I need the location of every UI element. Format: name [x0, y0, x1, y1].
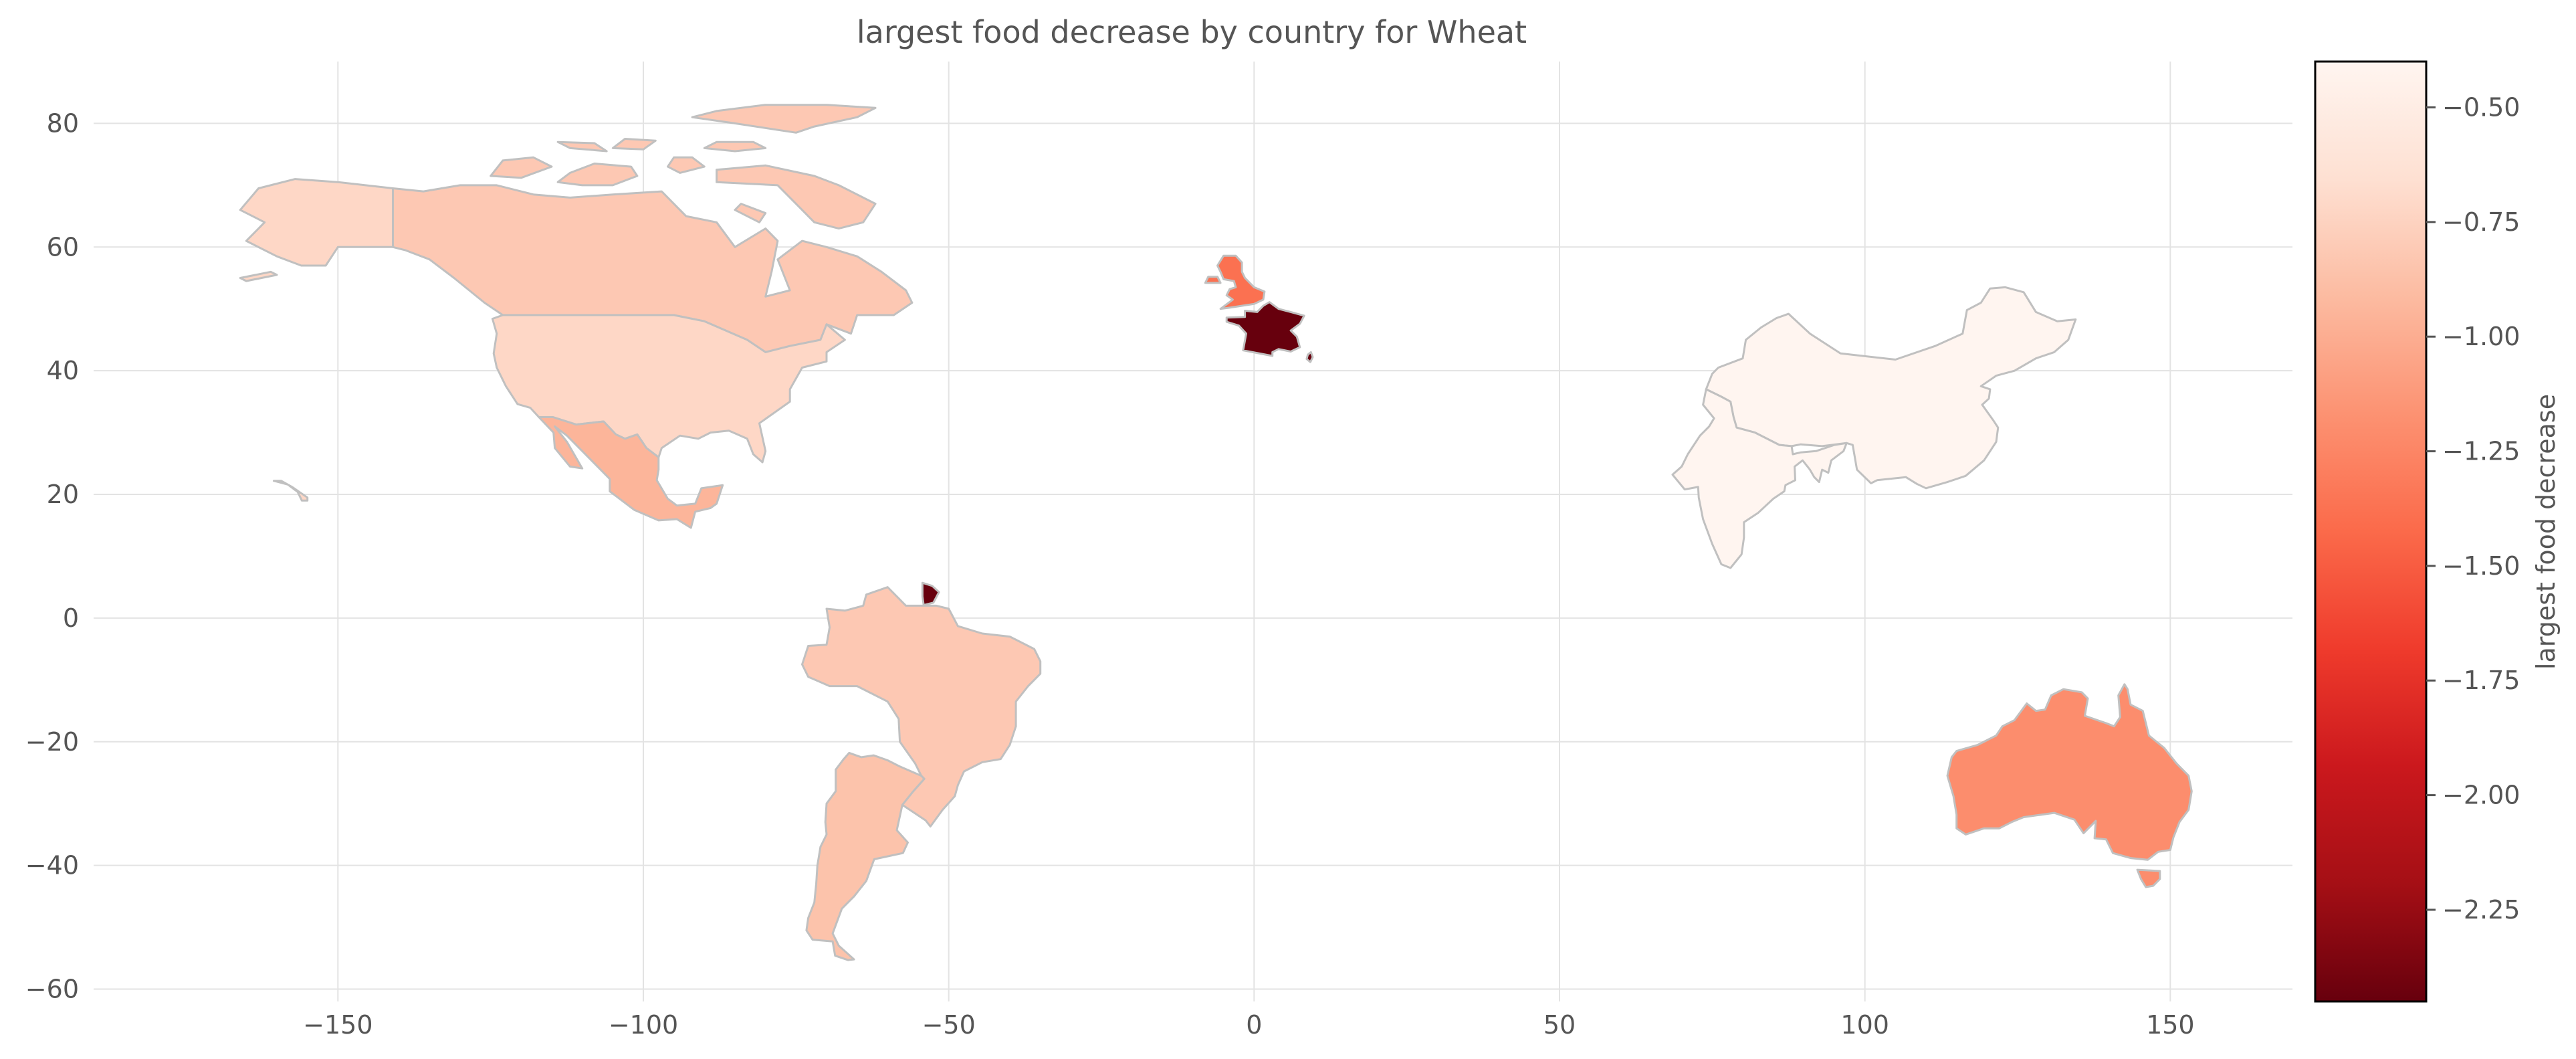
region-mexico	[538, 416, 724, 529]
region-canada-island	[556, 140, 608, 153]
y-tick-label: 40	[47, 356, 79, 385]
x-axis: −150 −100 −50 0 50 100 150	[303, 1010, 2194, 1040]
region-canada-island	[691, 104, 877, 134]
colorbar-tick-label: −0.50	[2442, 93, 2520, 122]
region-canada-island	[667, 156, 706, 174]
region-tasmania	[2136, 868, 2161, 888]
y-tick-label: −60	[25, 975, 79, 1004]
x-tick-label: −50	[922, 1010, 976, 1040]
colorbar-tick-label: −2.00	[2442, 781, 2520, 810]
region-alaska	[239, 178, 394, 282]
region-united-kingdom	[1204, 254, 1266, 310]
region-canada-island	[490, 156, 553, 179]
region-united-states	[491, 314, 846, 464]
x-tick-label: 100	[1840, 1010, 1889, 1040]
y-tick-label: −20	[25, 727, 79, 757]
y-tick-label: 20	[47, 480, 79, 509]
colorbar-frame	[2314, 60, 2428, 1003]
y-tick-label: 80	[47, 108, 79, 138]
x-tick-label: 150	[2146, 1010, 2195, 1040]
region-canada-island	[556, 163, 639, 187]
colorbar-tick-label: −1.00	[2442, 322, 2520, 351]
region-india	[1671, 388, 1848, 569]
colorbar-gradient	[2315, 62, 2426, 1001]
colorbar-ticks: −0.50 −0.75 −1.00 −1.25 −1.50 −1.75 −2.00 −2.25	[2426, 93, 2520, 925]
region-china	[1705, 286, 2077, 490]
y-tick-label: −40	[25, 851, 79, 880]
region-hawaii	[272, 480, 309, 502]
x-tick-label: −100	[609, 1010, 678, 1040]
y-tick-label: 60	[47, 232, 79, 262]
colorbar-tick-label: −1.75	[2442, 666, 2520, 695]
map-layer	[239, 104, 2193, 961]
region-brazil	[801, 586, 1042, 828]
region-french-guiana	[921, 581, 940, 606]
colorbar-tick-label: −0.75	[2442, 207, 2520, 237]
x-tick-label: 50	[1543, 1010, 1576, 1040]
y-axis: 80 60 40 20 0 −20 −40 −60	[25, 108, 79, 1003]
region-france	[1225, 301, 1305, 357]
region-canada-island	[716, 164, 877, 230]
region-australia	[1946, 683, 2193, 861]
region-canada-island	[734, 203, 767, 223]
region-corsica	[1305, 351, 1314, 363]
region-canada-island	[703, 140, 767, 153]
chart-title: largest food decrease by country for Whe…	[857, 14, 1527, 50]
region-canada-island	[611, 138, 657, 151]
colorbar: −0.50 −0.75 −1.00 −1.25 −1.50 −1.75 −2.00 −2.25…	[2314, 60, 2561, 1003]
region-argentina	[805, 751, 926, 961]
y-tick-label: 0	[63, 603, 79, 633]
colorbar-tick-label: −1.25	[2442, 437, 2520, 466]
x-tick-label: −150	[303, 1010, 372, 1040]
x-tick-label: 0	[1246, 1010, 1262, 1040]
colorbar-tick-label: −2.25	[2442, 895, 2520, 925]
colorbar-label: largest food decrease	[2531, 394, 2561, 670]
colorbar-tick-label: −1.50	[2442, 551, 2520, 581]
